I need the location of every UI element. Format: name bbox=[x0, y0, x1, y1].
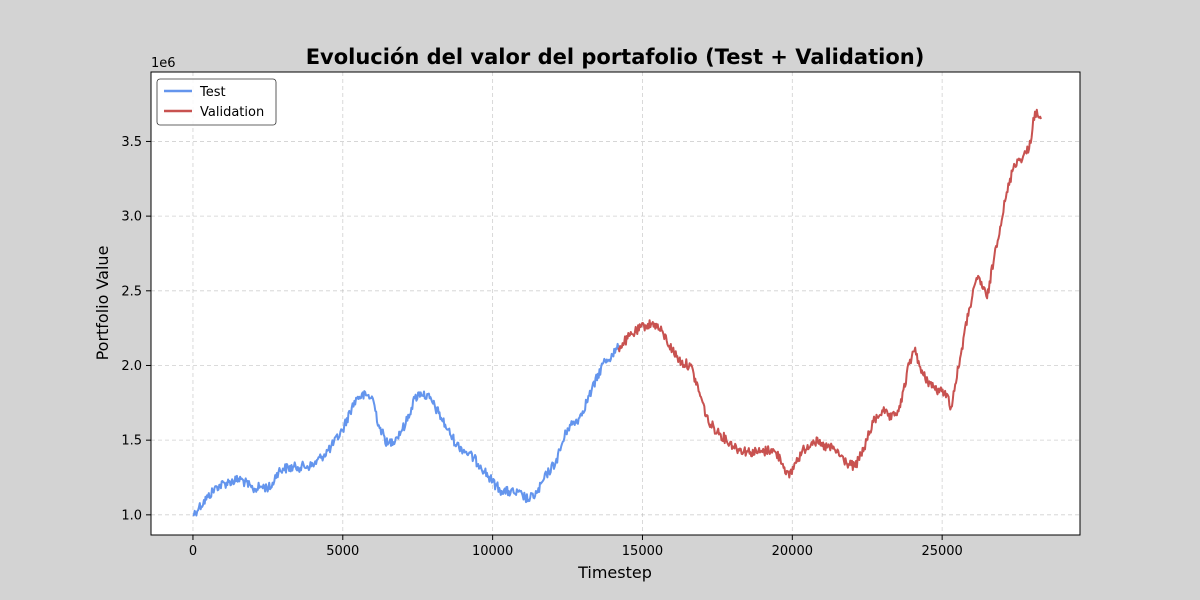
legend-label-test: Test bbox=[199, 85, 226, 100]
plot-frame bbox=[150, 71, 1081, 536]
y-tick-label: 1.5 bbox=[121, 434, 142, 449]
x-tick-label: 25000 bbox=[921, 544, 962, 559]
legend-label-validation: Validation bbox=[200, 105, 264, 120]
x-tick-label: 10000 bbox=[472, 544, 513, 559]
x-tick-label: 0 bbox=[189, 544, 197, 559]
plot-area bbox=[151, 72, 1080, 535]
x-tick-label: 5000 bbox=[326, 544, 359, 559]
x-axis-ticks: 0 5000 10000 15000 20000 25000 bbox=[189, 535, 963, 559]
y-axis-label: Portfolio Value bbox=[93, 246, 112, 361]
x-axis-label: Timestep bbox=[577, 563, 652, 582]
legend: Test Validation bbox=[156, 78, 277, 126]
y-axis-ticks: 1.0 1.5 2.0 2.5 3.0 3.5 bbox=[121, 135, 151, 523]
y-tick-label: 3.0 bbox=[121, 210, 142, 225]
y-tick-label: 1.0 bbox=[121, 508, 142, 523]
x-tick-label: 15000 bbox=[622, 544, 663, 559]
chart-title: Evolución del valor del portafolio (Test… bbox=[306, 45, 925, 69]
series-line-validation bbox=[617, 108, 1042, 479]
y-tick-label: 2.5 bbox=[121, 284, 142, 299]
series-line-test bbox=[192, 342, 620, 517]
grid bbox=[151, 72, 1080, 535]
y-tick-label: 2.0 bbox=[121, 359, 142, 374]
y-tick-label: 3.5 bbox=[121, 135, 142, 150]
y-offset-label: 1e6 bbox=[151, 56, 176, 71]
series-lines bbox=[192, 108, 1042, 517]
x-tick-label: 20000 bbox=[772, 544, 813, 559]
